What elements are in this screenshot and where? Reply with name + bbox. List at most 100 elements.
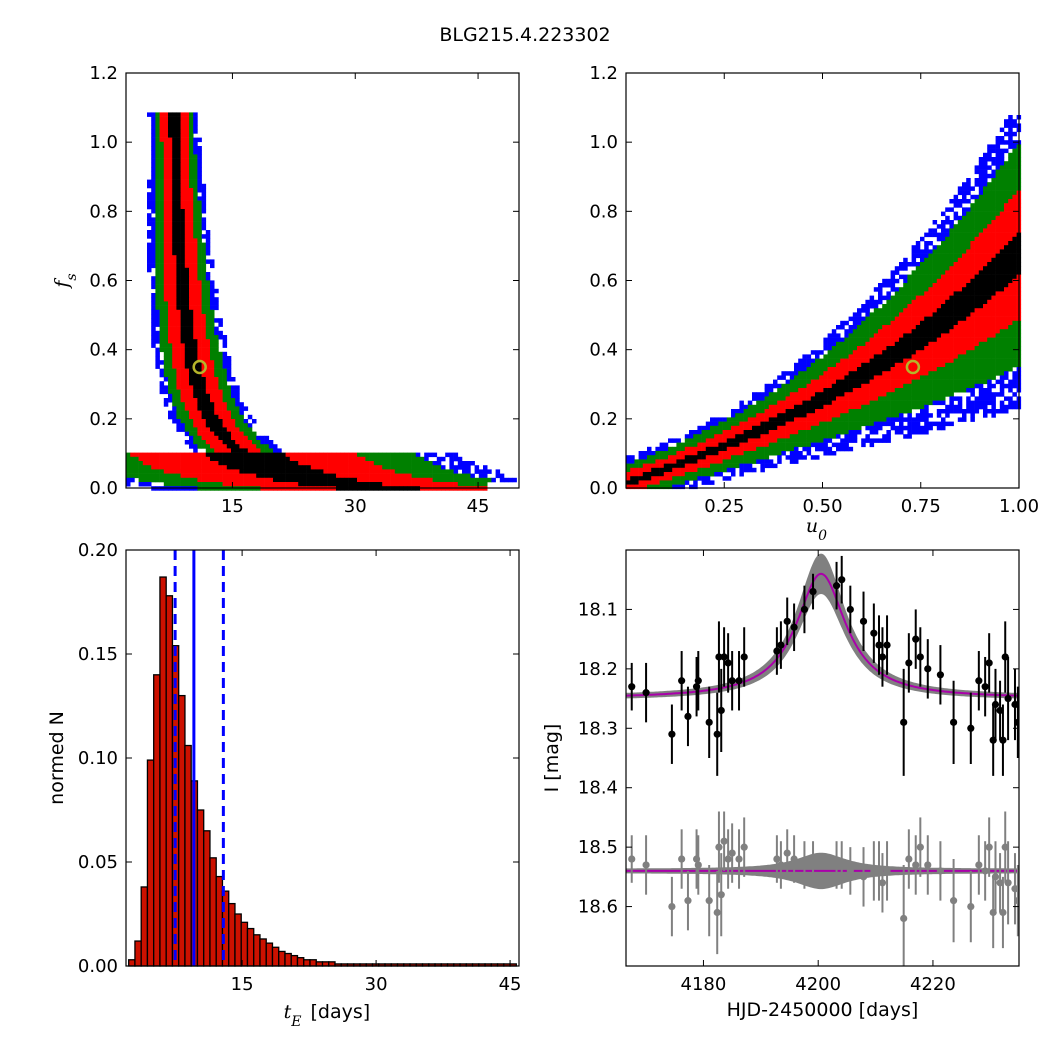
heatmap-cell [957,417,963,422]
heatmap-cell [159,259,165,264]
heatmap-cell [180,230,186,235]
heatmap-cell [210,339,215,344]
heatmap-cell [184,280,190,285]
heatmap-cell [159,461,165,466]
heatmap-cell [945,291,950,296]
heatmap-cell [651,451,656,456]
heatmap-cell [768,430,774,435]
heatmap-cell [936,257,942,263]
heatmap-cell [852,367,858,372]
heatmap-cell [794,379,799,385]
y-tick-label: 0.6 [89,271,118,292]
heatmap-cell [142,452,148,458]
heatmap-cell [999,241,1005,246]
heatmap-cell [226,385,232,390]
heatmap-cell [189,267,194,273]
heatmap-cell [155,452,160,458]
heatmap-cell [789,375,795,380]
heatmap-cell [962,329,967,334]
heatmap-cell [340,473,345,479]
heatmap-cell [731,446,736,452]
heatmap-cell [705,463,711,469]
heatmap-cell [974,367,980,372]
heatmap-cell [949,287,954,292]
heatmap-cell [768,463,774,469]
heatmap-cell [827,446,833,452]
heatmap-cell [886,413,891,418]
heatmap-cell [168,116,173,122]
histogram-bar [159,576,167,967]
heatmap-cell [630,480,635,485]
heatmap-cell [294,473,299,479]
heatmap-cell [974,262,980,267]
heatmap-cell [159,276,165,281]
heatmap-cell [1004,241,1009,246]
heatmap-cell [764,459,770,464]
heatmap-cell [172,230,177,235]
heatmap-cell [953,274,959,280]
heatmap-cell [226,423,232,428]
heatmap-cell [210,482,215,487]
heatmap-cell [672,463,677,469]
heatmap-cell [268,461,274,466]
heatmap-cell [184,309,190,315]
heatmap-cell [840,367,845,372]
heatmap-cell [768,459,774,464]
heatmap-cell [848,388,854,393]
heatmap-cell [777,451,782,456]
data-point [809,588,817,596]
heatmap-cell [151,221,156,227]
heatmap-cell [962,220,967,225]
heatmap-cell [218,423,223,428]
heatmap-cell [189,272,194,277]
heatmap-cell [907,283,912,288]
heatmap-cell [214,456,219,462]
heatmap-cell [172,314,177,319]
heatmap-cell [970,215,975,221]
heatmap-cell [197,339,202,344]
heatmap-cell [689,438,694,443]
heatmap-cell [289,477,295,483]
heatmap-cell [785,421,791,427]
heatmap-cell [920,325,925,330]
heatmap-cell [155,335,160,340]
heatmap-cell [983,413,988,418]
heatmap-cell [184,456,190,462]
heatmap-cell [987,325,992,330]
heatmap-cell [924,383,929,389]
heatmap-cell [168,335,173,340]
heatmap-cell [189,356,194,361]
heatmap-cell [987,199,992,204]
heatmap-cell [794,375,799,380]
heatmap-cell [403,469,408,474]
heatmap-cell [705,459,711,464]
heatmap-cell [970,379,975,385]
heatmap-cell [642,472,648,477]
heatmap-cell [201,272,207,277]
heatmap-cell [672,455,677,460]
heatmap-cell [1004,169,1009,175]
heatmap-cell [978,337,984,343]
heatmap-cell [970,295,975,301]
heatmap-cell [252,444,257,449]
heatmap-cell [172,402,177,407]
heatmap-cell [651,459,656,464]
heatmap-cell [159,255,165,260]
heatmap-cell [159,263,165,269]
heatmap-cell [966,220,971,225]
heatmap-cell [974,333,980,338]
heatmap-cell [852,392,858,397]
heatmap-cell [752,459,757,464]
heatmap-cell [802,396,807,401]
heatmap-cell [903,325,908,330]
heatmap-cell [865,329,870,334]
heatmap-cell [155,217,160,222]
heatmap-cell [945,270,950,275]
heatmap-cell [890,295,896,301]
heatmap-cell [197,423,202,428]
heatmap-cell [747,413,753,418]
heatmap-cell [159,469,165,474]
heatmap-cell [903,388,908,393]
heatmap-cell [974,211,980,217]
heatmap-cell [626,484,631,490]
